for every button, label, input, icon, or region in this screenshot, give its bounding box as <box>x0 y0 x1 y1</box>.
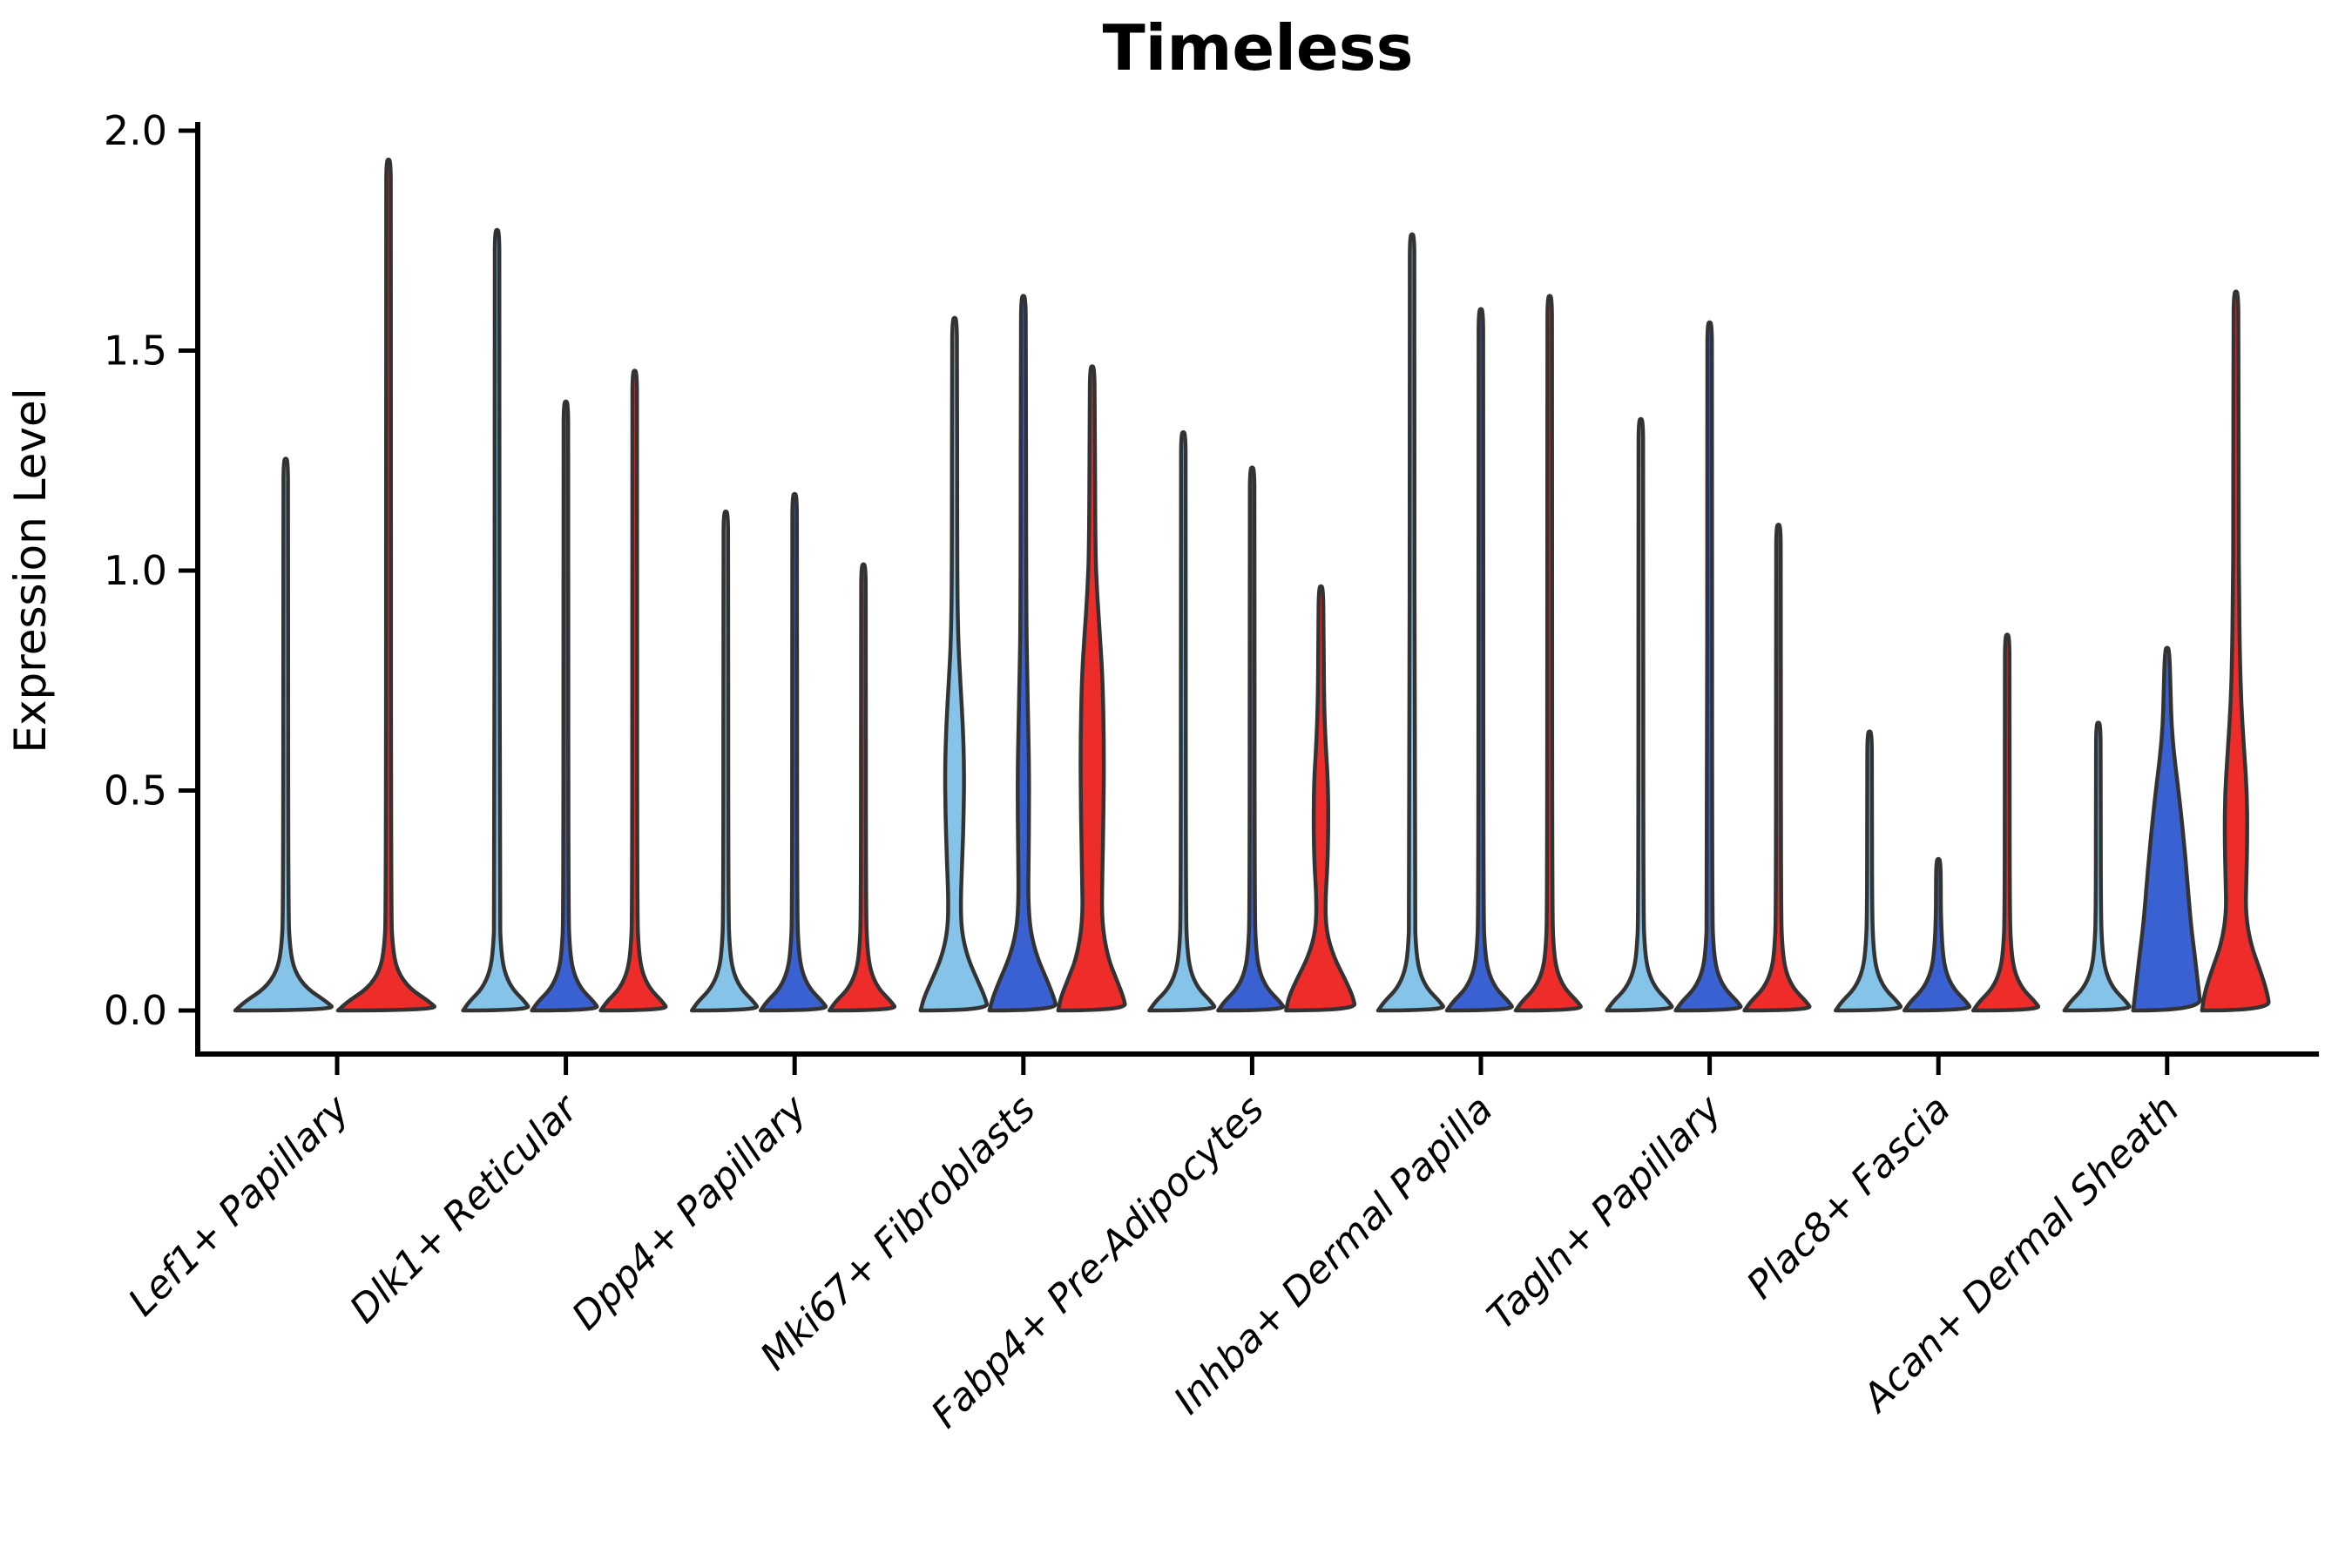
violin <box>1673 320 1743 1013</box>
x-tick-label: Tagln+ Papillary <box>1479 1086 1731 1338</box>
violin <box>233 456 334 1013</box>
violin <box>2200 289 2271 1013</box>
violin <box>1605 416 1674 1013</box>
violin <box>598 368 668 1013</box>
chart-title: Timeless <box>1103 11 1414 84</box>
violin <box>1444 307 1514 1013</box>
violin <box>2131 645 2202 1013</box>
y-tick-label: 0.0 <box>104 987 167 1034</box>
y-axis-label: Expression Level <box>5 388 56 753</box>
y-tick-label: 1.5 <box>104 328 167 375</box>
violin <box>2062 720 2132 1013</box>
violins-layer <box>233 157 2271 1013</box>
x-tick-label: Dpp4+ Papillary <box>564 1086 816 1339</box>
violin <box>1056 364 1127 1013</box>
x-tick-label: Lef1+ Papillary <box>120 1086 359 1325</box>
violin <box>530 399 599 1013</box>
violin <box>1216 465 1286 1013</box>
y-tick-label: 0.5 <box>104 767 167 814</box>
violin <box>1970 632 2040 1013</box>
violin <box>918 315 990 1013</box>
violin <box>461 227 531 1013</box>
violin <box>1284 584 1357 1013</box>
violin <box>1902 856 1971 1013</box>
violin <box>1513 294 1583 1013</box>
x-tick-label: Dlk1+ Reticular <box>341 1085 588 1332</box>
violin <box>1375 232 1445 1013</box>
violin <box>335 157 436 1013</box>
violin <box>689 509 759 1013</box>
y-tick-label: 2.0 <box>104 107 167 154</box>
y-tick-label: 1.0 <box>104 547 167 594</box>
violin <box>1742 523 1812 1013</box>
x-tick-label: Plac8+ Fascia <box>1739 1087 1959 1308</box>
violin <box>987 294 1058 1013</box>
violin <box>1833 729 1903 1013</box>
y-ticks-layer: 0.0 0.5 1.0 1.5 2.0 <box>104 107 198 1034</box>
violin <box>1147 429 1217 1013</box>
violin <box>758 491 828 1013</box>
violin <box>827 562 896 1013</box>
